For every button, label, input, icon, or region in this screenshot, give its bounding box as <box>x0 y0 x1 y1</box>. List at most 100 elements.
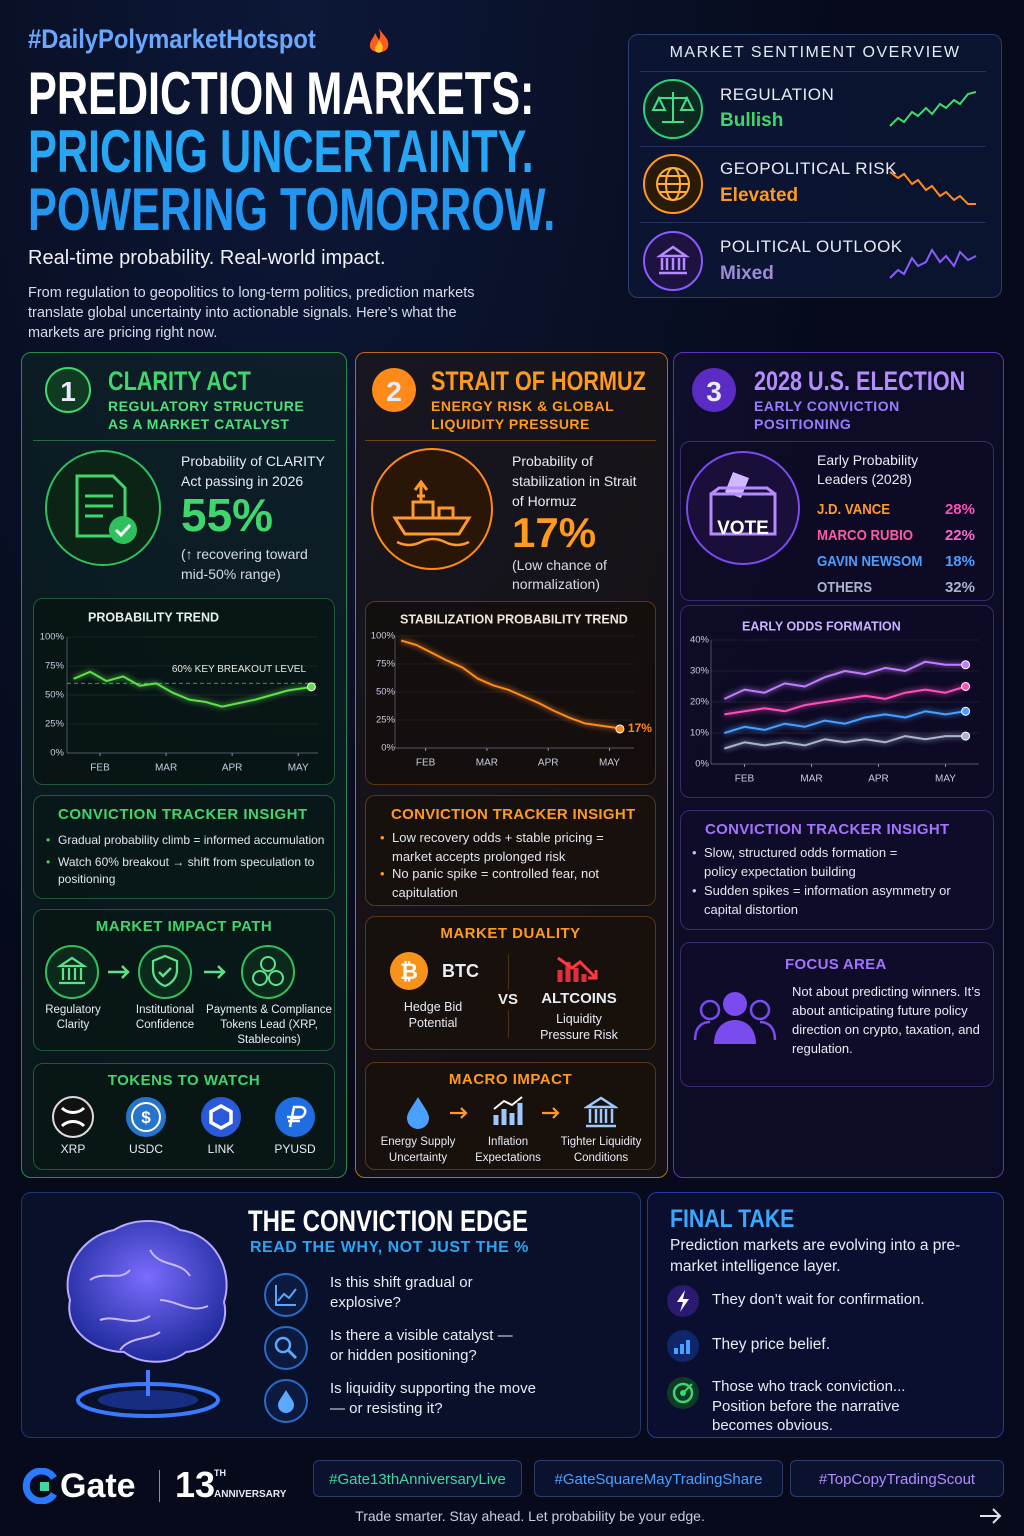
edge-title: THE CONVICTION EDGE <box>248 1202 598 1241</box>
insight-title: CONVICTION TRACKER INSIGHT <box>391 806 636 823</box>
insight-title: CONVICTION TRACKER INSIGHT <box>705 821 950 838</box>
final-point: They don’t wait for confirmation. <box>712 1291 925 1308</box>
bolt-icon <box>667 1285 699 1317</box>
column-subtitle: ENERGY RISK & GLOBAL LIQUIDITY PRESSURE <box>431 398 614 432</box>
bank-icon <box>584 1096 618 1128</box>
edge-question: Is liquidity supporting the move — or re… <box>330 1380 536 1417</box>
focus-text: Not about predicting winners. It’s about… <box>792 984 981 1056</box>
final-title: FINAL TAKE <box>670 1203 816 1236</box>
divider <box>365 440 656 441</box>
final-panel <box>647 1192 1004 1438</box>
leader-name-text: MARCO RUBIO <box>817 527 914 544</box>
probability-label: Probability of CLARITY Act passing in 20… <box>181 453 325 489</box>
shield-icon <box>138 945 192 999</box>
divider <box>159 1470 160 1502</box>
duality-left-name: BTC <box>442 961 479 981</box>
brand: Gate <box>60 1467 136 1505</box>
people-icon <box>693 992 777 1044</box>
ship-icon <box>371 448 493 570</box>
insight-bullet: Gradual probability climb = informed acc… <box>46 832 343 850</box>
hashtag-text: #DailyPolymarketHotspot <box>28 24 316 54</box>
target-icon <box>667 1377 699 1409</box>
drop-icon <box>264 1379 308 1423</box>
sentiment-label: GEOPOLITICAL RISK <box>720 159 897 178</box>
probability-note: (↑ recovering toward mid-50% range) <box>181 546 308 582</box>
divider <box>33 440 335 441</box>
footer-tagline: Trade smarter. Stay ahead. Let probabili… <box>355 1508 705 1524</box>
leader-name: GAVIN NEWSOM <box>817 552 937 572</box>
sentiment-label: REGULATION <box>720 85 835 104</box>
insight-bullet: No panic spike = controlled fear, not ca… <box>380 865 622 903</box>
duality-right-desc: Liquidity Pressure Risk <box>540 1012 618 1042</box>
leader-value: 22% <box>944 527 975 544</box>
hashtag-pill: #TopCopyTradingScout <box>790 1460 1004 1497</box>
sentiment-status: Mixed <box>720 263 774 284</box>
column-title: STRAIT OF HORMUZ <box>431 364 699 399</box>
sentiment-status: Bullish <box>720 110 784 131</box>
column-subtitle: REGULATORY STRUCTURE AS A MARKET CATALYS… <box>108 398 305 432</box>
sentiment-status: Elevated <box>720 185 799 206</box>
sparkline <box>889 171 976 205</box>
divider <box>640 71 986 72</box>
chart-panel <box>33 598 335 785</box>
impact-step: Institutional Confidence <box>135 1004 195 1031</box>
trend-icon <box>264 1273 308 1317</box>
drop-icon <box>407 1097 429 1129</box>
anniversary-word: ANNIVERSARY <box>214 1489 287 1500</box>
xrp-icon <box>52 1096 94 1138</box>
insight-bullet: Watch 60% breakout → shift from speculat… <box>46 854 318 889</box>
gate-logo <box>22 1468 57 1504</box>
duality-right-name: ALTCOINS <box>541 990 617 1007</box>
tokens-title: TOKENS TO WATCH <box>107 1072 261 1089</box>
sparkline <box>889 91 977 127</box>
leader-name: J.D. VANCE <box>817 500 900 520</box>
leader-name-text: J.D. VANCE <box>817 501 891 518</box>
leader-name: MARCO RUBIO <box>817 526 926 546</box>
column-title-text: CLARITY ACT <box>108 366 251 396</box>
impact-step: Payments & Compliance Tokens Lead (XRP, … <box>206 1004 332 1046</box>
leaders-title: Early Probability Leaders (2028) <box>817 452 919 487</box>
title-line: PRICING UNCERTAINTY. <box>28 122 730 182</box>
title-text: PRICING UNCERTAINTY. <box>28 118 534 185</box>
btc-icon: ₿ <box>390 952 428 990</box>
leader-name: OTHERS <box>817 578 880 598</box>
column-title: 2028 U.S. ELECTION <box>754 364 1018 399</box>
token-label: PYUSD <box>274 1142 316 1156</box>
duality-vs: VS <box>493 990 523 1010</box>
flow-arrows <box>108 965 226 979</box>
arrow-icon <box>980 1508 1002 1524</box>
final-lead: Prediction markets are evolving into a p… <box>670 1237 961 1275</box>
insight-title: CONVICTION TRACKER INSIGHT <box>58 806 308 823</box>
title-text: PREDICTION MARKETS: <box>28 60 535 127</box>
final-title-text: FINAL TAKE <box>670 1205 795 1233</box>
probability-label: Probability of stabilization in Strait o… <box>512 453 637 509</box>
insight-bullet: Sudden spikes = information asymmetry or… <box>692 882 974 920</box>
edge-question: Is this shift gradual or explosive? <box>330 1274 473 1311</box>
leader-value: 18% <box>944 553 975 570</box>
document-icon <box>45 450 161 566</box>
macro-step: Tighter Liquidity Conditions <box>560 1136 642 1164</box>
divider <box>640 222 986 223</box>
leader-name-text: GAVIN NEWSOM <box>817 553 923 570</box>
column-number: 1 <box>60 376 76 407</box>
leader-value: 28% <box>944 501 975 518</box>
vote-label: VOTE <box>717 518 769 539</box>
hashtag-pill: #Gate13thAnniversaryLive <box>313 1460 522 1497</box>
ballot-icon <box>686 451 800 565</box>
svg-text:₿: ₿ <box>400 959 418 984</box>
macro-step: Energy Supply Uncertainty <box>380 1136 456 1164</box>
hashtag: #DailyPolymarketHotspot <box>28 22 355 57</box>
bank-icon <box>45 945 99 999</box>
search-icon <box>264 1326 308 1370</box>
globe-icon <box>643 154 703 214</box>
brain-illustration <box>66 1220 228 1418</box>
sparkline <box>889 248 977 279</box>
title-line: PREDICTION MARKETS: <box>28 64 731 124</box>
edge-title-text: THE CONVICTION EDGE <box>248 1205 529 1238</box>
scale-icon <box>643 79 703 139</box>
column-title-text: 2028 U.S. ELECTION <box>754 366 966 396</box>
divider <box>640 146 986 147</box>
number-badge <box>45 367 91 413</box>
usdc-icon: $ <box>126 1097 166 1137</box>
